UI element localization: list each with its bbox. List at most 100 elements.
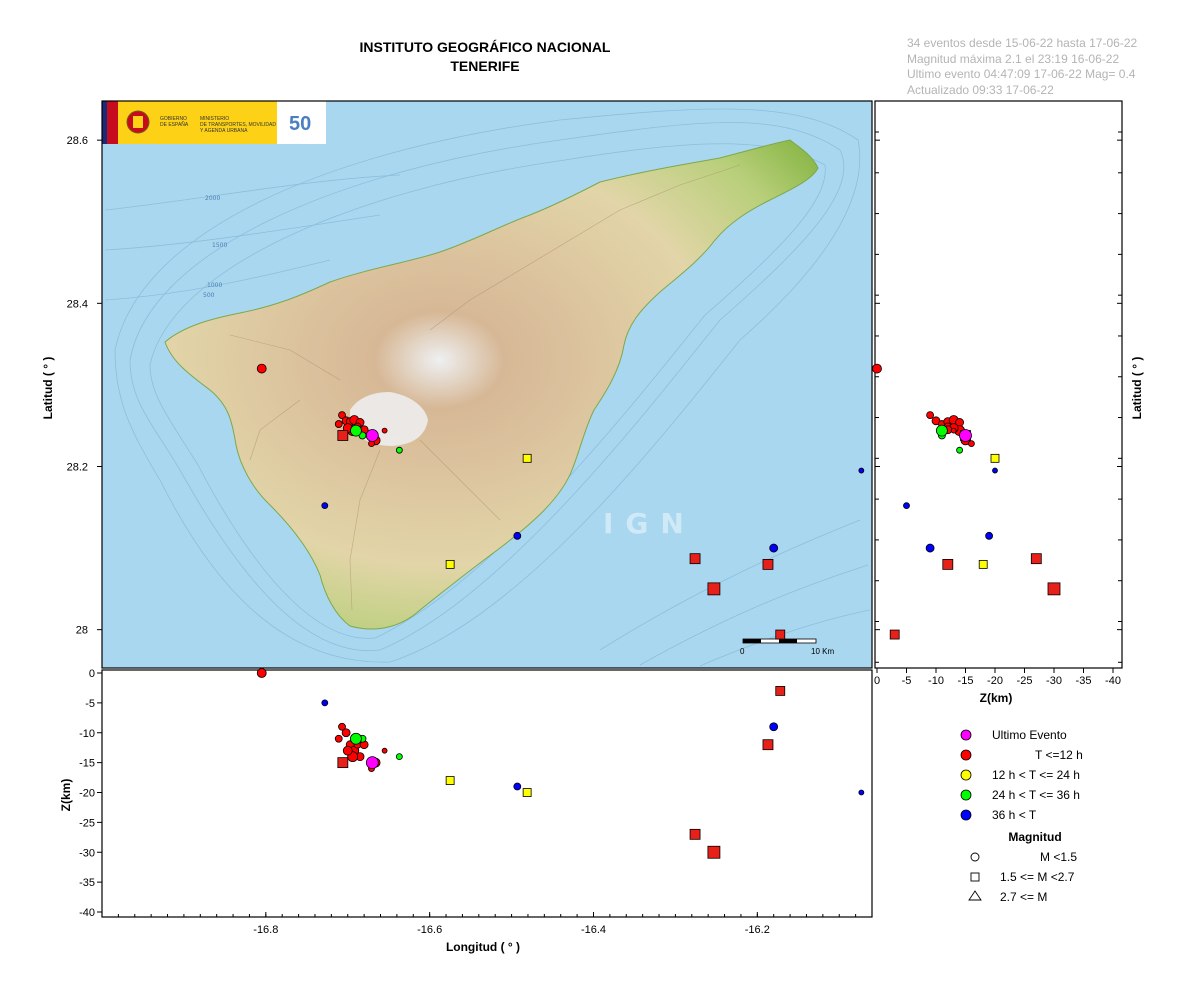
z-tick-label-right: -40 (1105, 675, 1121, 687)
event-marker-square (775, 686, 786, 696)
z-tick-label-right: -25 (1017, 675, 1033, 687)
logo-text-line: MINISTERIO (200, 116, 229, 122)
event-marker-circle (858, 789, 865, 796)
z-tick-label-right: -35 (1076, 675, 1092, 687)
logo-text-line: DE TRANSPORTES, MOVILIDAD (200, 122, 276, 128)
event-marker-circle (350, 732, 362, 745)
legend-label: 1.5 <= M <2.7 (1000, 870, 1075, 884)
event-marker-circle (341, 728, 351, 738)
logo-text-line: GOBIERNO (160, 116, 187, 122)
event-marker-circle (985, 531, 993, 540)
event-marker-square (445, 559, 455, 569)
y-axis-label-left: Latitud ( ° ) (41, 357, 55, 420)
coat-of-arms-shield (133, 116, 143, 128)
event-marker-circle (968, 440, 975, 448)
z-tick-label-right: -30 (1046, 675, 1062, 687)
info-last-event: Ultimo evento 04:47:09 17-06-22 Mag= 0.4 (907, 67, 1136, 81)
event-marker-circle (256, 363, 267, 374)
logo-text-line: Y AGENDA URBANA (200, 128, 248, 134)
event-marker-circle (338, 411, 346, 419)
z-tick-label: -30 (79, 847, 95, 859)
z-tick-label: -25 (79, 817, 95, 829)
event-marker-square (1047, 582, 1061, 596)
legend-marker-t36plus (960, 809, 972, 821)
event-marker-circle (936, 424, 948, 437)
event-marker-circle (858, 467, 865, 474)
z-tick-label-right: -10 (928, 675, 944, 687)
event-marker-circle (350, 424, 362, 437)
event-marker-circle (381, 427, 388, 434)
event-marker-square (337, 757, 349, 769)
event-marker-square (762, 739, 774, 751)
x-axis-label: Longitud ( ° ) (446, 940, 520, 954)
y-tick-label: 28.2 (67, 461, 88, 473)
map-panel: 2000 1500 1000 500 IGN GOBIERNO DE ESPAÑ… (101, 100, 873, 669)
z-tick-label: -10 (79, 728, 95, 740)
event-marker-square (1030, 553, 1042, 565)
event-marker-square (337, 430, 349, 441)
event-marker-circle (872, 363, 882, 374)
event-marker-circle (395, 446, 403, 454)
event-marker-circle (956, 446, 963, 454)
contour-label: 2000 (205, 195, 220, 202)
contour-label: 500 (203, 292, 215, 299)
contour-label: 1000 (207, 282, 222, 289)
x-tick-label: -16.6 (417, 924, 442, 936)
z-tick-label-right: -15 (958, 675, 974, 687)
depth-latitude-panel (872, 100, 1123, 669)
scale-bar-end-label: 10 Km (811, 647, 834, 656)
z-tick-label: -20 (79, 788, 95, 800)
event-marker-square (990, 453, 1000, 463)
depth-longitude-frame (101, 669, 873, 918)
y-tick-label: 28.6 (67, 135, 88, 147)
anniversary-logo-icon: 50 (289, 113, 311, 135)
event-marker-circle (513, 531, 522, 540)
legend-label: 24 h < T <= 36 h (992, 788, 1080, 802)
event-marker-circle (381, 747, 388, 754)
y-tick-label: 28.4 (67, 298, 88, 310)
event-marker-square (522, 453, 532, 463)
x-tick-label: -16.8 (253, 924, 278, 936)
bathymetry-contours (104, 108, 871, 667)
legend-marker-ultimo (960, 729, 972, 741)
map-frame (101, 100, 873, 669)
depth-latitude-markers (872, 363, 1061, 640)
depth-longitude-panel (101, 668, 873, 918)
event-marker-circle (334, 420, 343, 428)
event-marker-circle (365, 429, 379, 442)
event-marker-square (522, 788, 532, 797)
z-tick-label: -40 (79, 907, 95, 919)
z-tick-label: -5 (85, 698, 95, 710)
z-tick-label: -15 (79, 758, 95, 770)
depth-longitude-markers (256, 668, 865, 859)
event-marker-circle (395, 753, 403, 761)
z-tick-label-right: 0 (874, 675, 880, 687)
event-marker-square (445, 776, 455, 785)
y-axis-label-right: Latitud ( ° ) (1130, 357, 1144, 420)
event-marker-square (707, 582, 721, 596)
event-marker-circle (365, 756, 379, 770)
legend: Ultimo Evento T <=12 h 12 h < T <= 24 h … (960, 728, 1083, 904)
event-marker-circle (321, 502, 329, 510)
event-marker-square (762, 558, 774, 570)
legend-label: 2.7 <= M (1000, 890, 1047, 904)
legend-marker-t12 (960, 749, 972, 761)
event-marker-square (889, 629, 900, 640)
z-axis-label-right: Z(km) (980, 691, 1013, 705)
event-marker-circle (513, 782, 522, 791)
legend-label: 36 h < T (992, 808, 1037, 822)
event-marker-circle (992, 467, 998, 474)
x-tick-label: -16.2 (745, 924, 770, 936)
event-marker-circle (903, 502, 910, 510)
legend-label: Ultimo Evento (992, 728, 1067, 742)
event-marker-square (942, 558, 954, 570)
eu-stripe (102, 101, 107, 144)
legend-marker-t36 (960, 789, 972, 801)
event-marker-square (689, 828, 701, 840)
contour-label: 1500 (212, 242, 227, 249)
event-marker-circle (338, 722, 346, 731)
event-marker-circle (950, 427, 957, 434)
event-marker-square (978, 559, 988, 569)
z-tick-label-right: -5 (902, 675, 912, 687)
